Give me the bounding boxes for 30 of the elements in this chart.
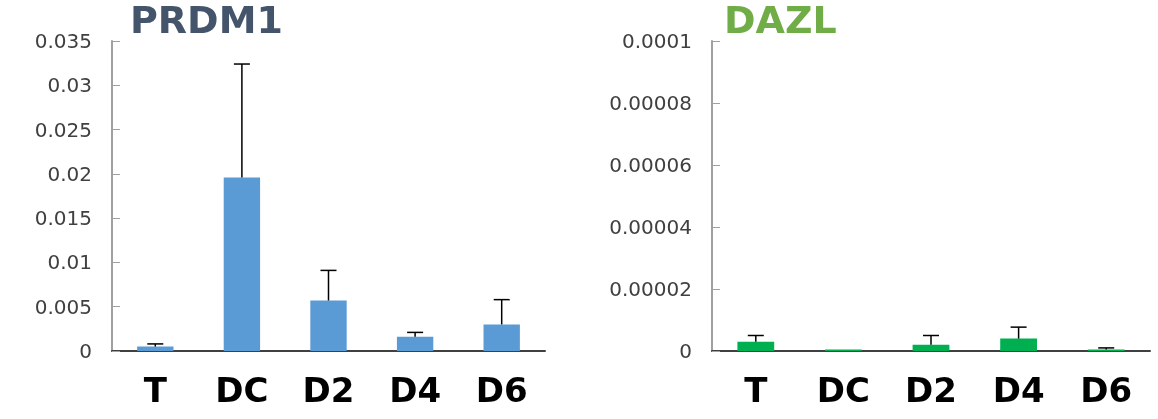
x-tick-label: D4 — [389, 370, 442, 410]
chart-title: DAZL — [724, 0, 837, 42]
x-tick-label: D4 — [992, 370, 1045, 410]
bar — [396, 336, 434, 351]
bar — [483, 324, 520, 351]
x-tick-label: D2 — [905, 370, 957, 410]
y-tick-label: 0.005 — [34, 294, 92, 319]
x-tick-label: T — [744, 370, 769, 410]
y-tick-label: 0.00006 — [609, 153, 692, 177]
y-tick-label: 0 — [679, 339, 692, 363]
y-tick-label: 0.00002 — [609, 277, 692, 301]
x-tick-label: DC — [816, 370, 870, 410]
y-tick-label: 0.025 — [34, 117, 92, 142]
y-tick-label: 0.00008 — [609, 91, 692, 115]
y-tick-label: 0 — [79, 339, 92, 363]
y-tick-label: 0.035 — [34, 29, 92, 53]
x-tick-label: T — [143, 370, 168, 410]
y-tick-label: 0.00004 — [609, 215, 692, 239]
x-tick-label: D2 — [302, 370, 355, 410]
x-tick-label: D6 — [475, 370, 528, 410]
bar — [310, 300, 347, 351]
x-tick-label: D6 — [1080, 370, 1133, 410]
chart-title: PRDM1 — [130, 0, 283, 42]
y-tick-label: 0.02 — [47, 161, 92, 186]
y-tick-label: 0.01 — [47, 250, 92, 275]
y-tick-label: 0.0001 — [622, 29, 692, 53]
y-tick-label: 0.015 — [34, 206, 92, 231]
bar — [223, 177, 261, 351]
y-tick-label: 0.03 — [47, 73, 92, 98]
x-tick-label: DC — [215, 370, 269, 410]
